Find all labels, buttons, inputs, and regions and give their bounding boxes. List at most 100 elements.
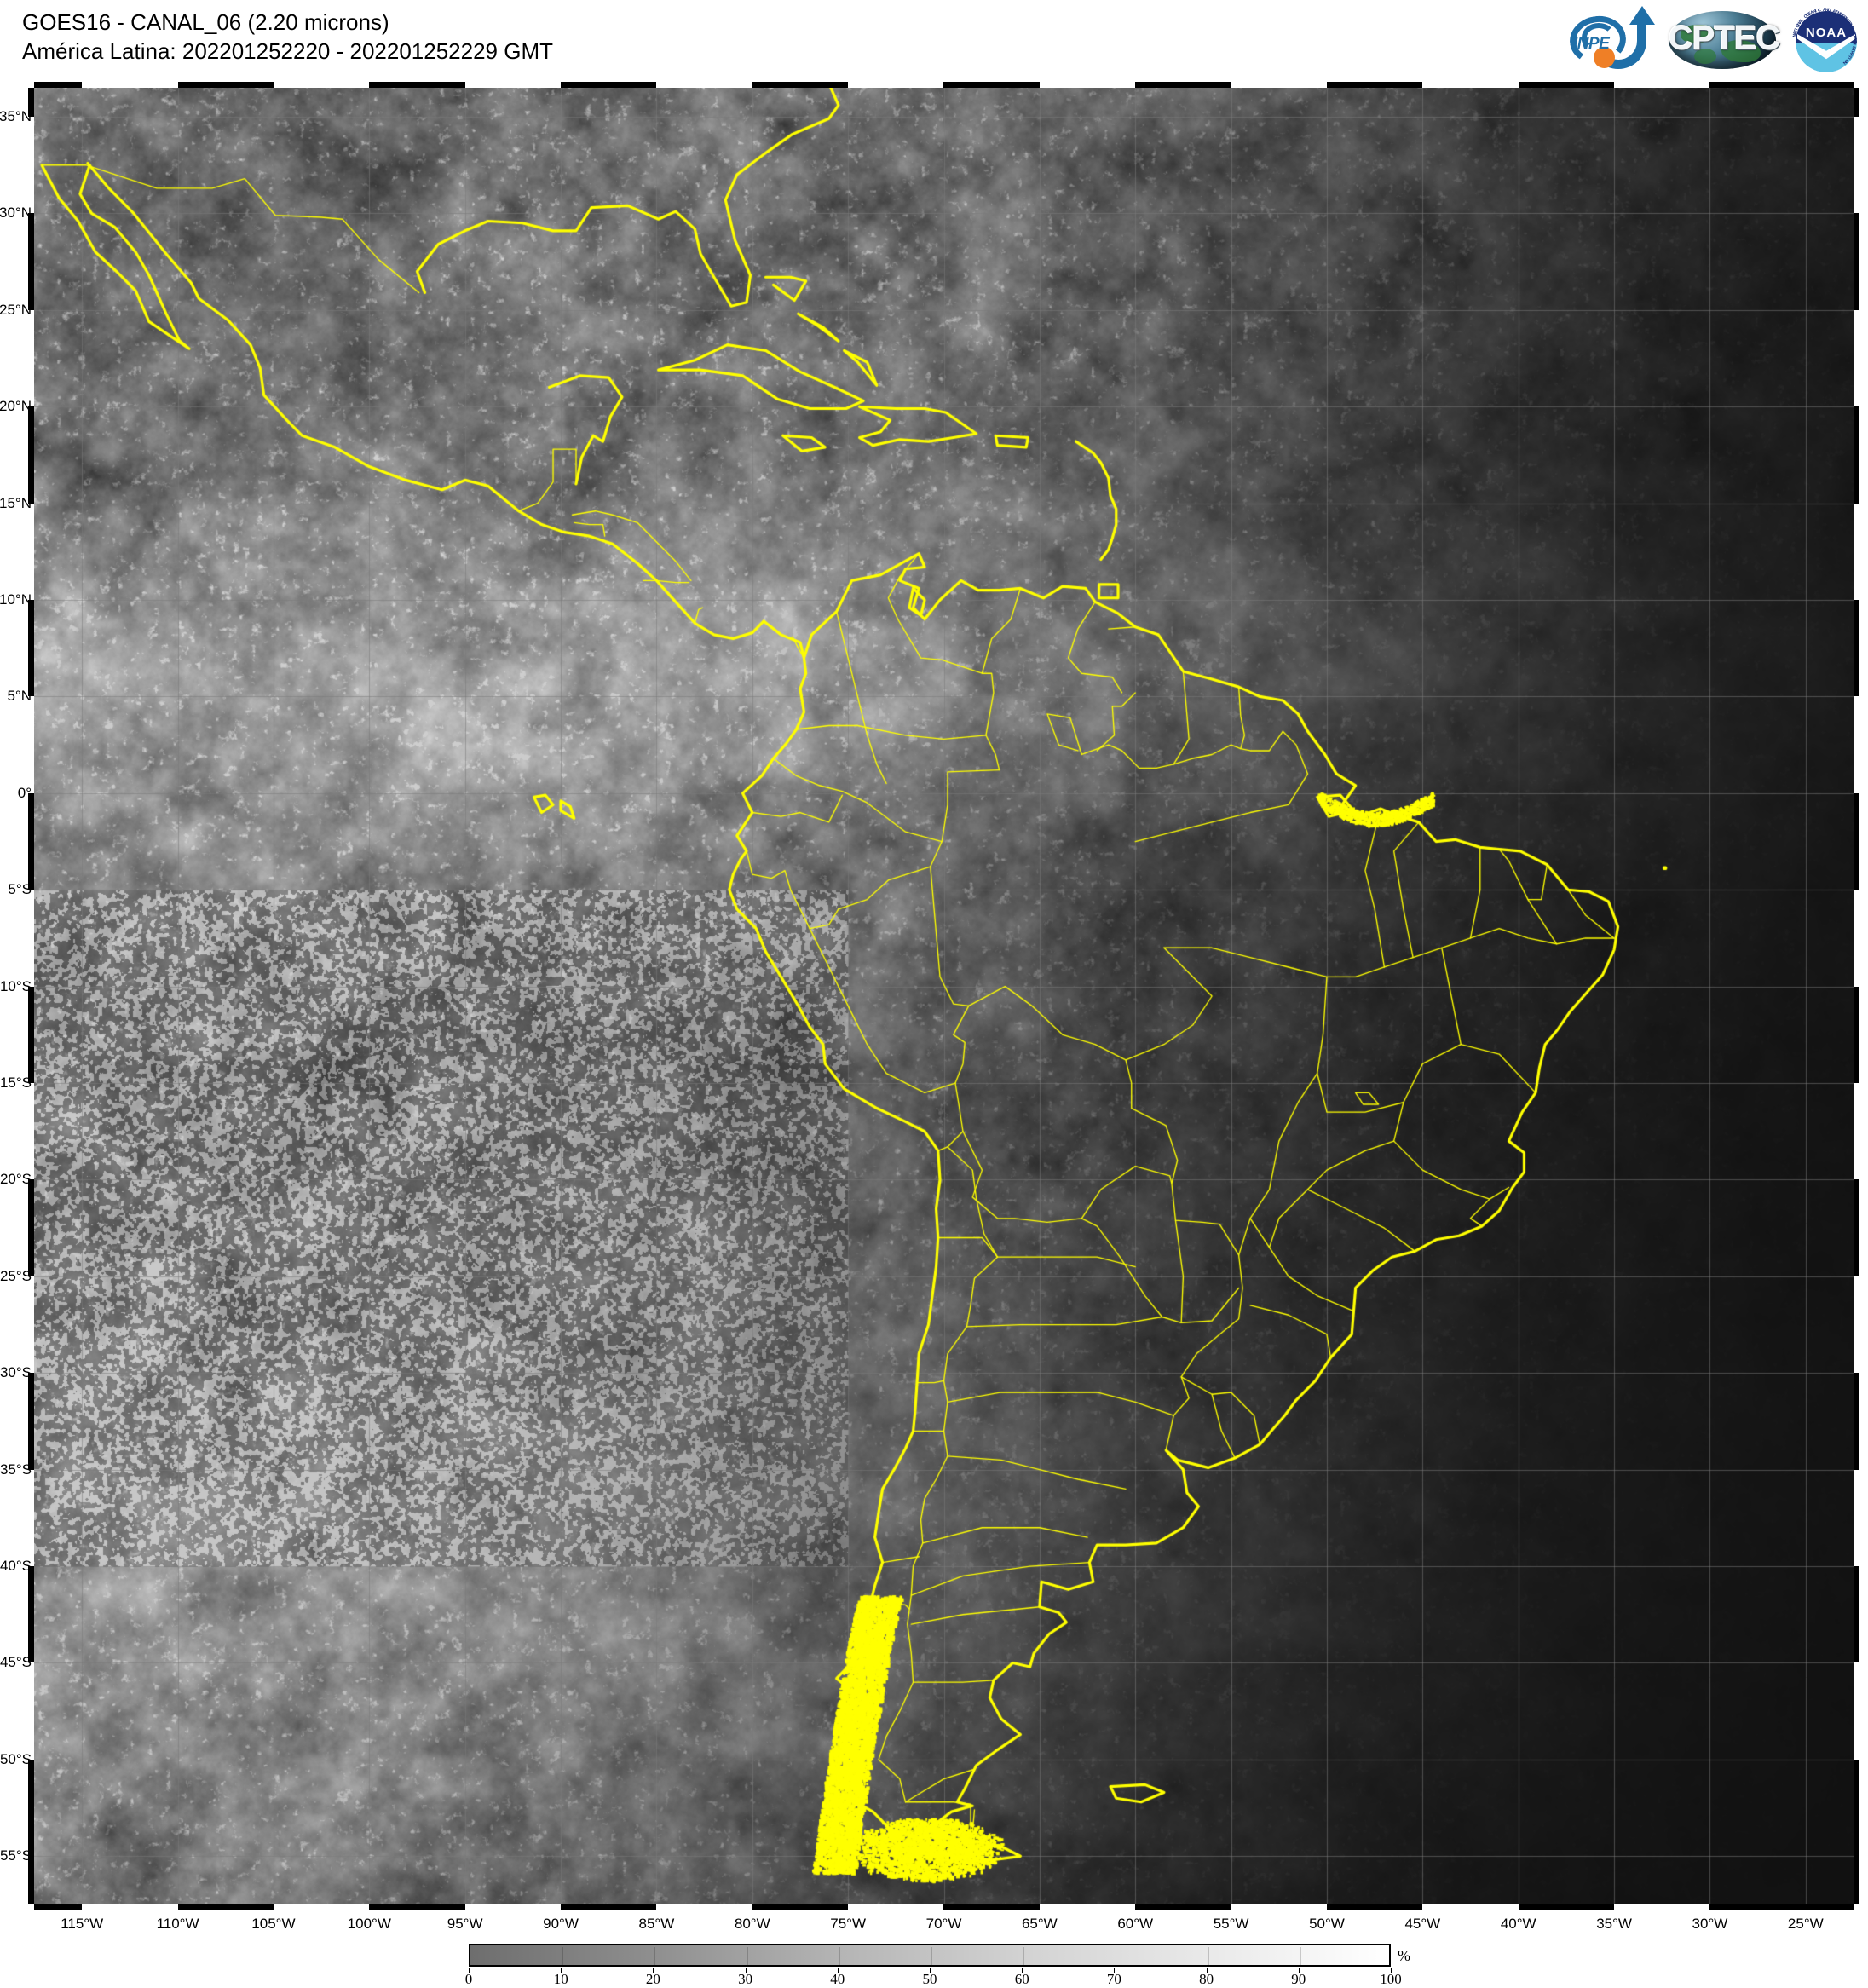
frame-tick-segment [1854,1276,1859,1374]
frame-tick-segment [82,1904,178,1910]
colorbar-tick [653,1968,654,1973]
noaa-logo-text: NOAA [1805,26,1848,40]
colorbar-tick [930,1968,931,1973]
colorbar-tick-label: 80 [1199,1971,1214,1987]
colorbar-tick-label: 100 [1380,1971,1402,1987]
lon-tick-label: 35°W [1596,1916,1632,1932]
map-frame-top [34,82,1854,88]
lon-tick-label: 95°W [447,1916,483,1932]
inpe-logo: INPE [1565,4,1657,76]
lon-tick-label: 25°W [1787,1916,1824,1932]
frame-tick-segment [1854,1083,1859,1180]
colorbar-tick-label: 70 [1106,1971,1121,1987]
frame-tick-segment [1854,117,1859,214]
frame-tick-segment [1422,1904,1519,1910]
page-title: GOES16 - CANAL_06 (2.20 microns) América… [22,9,553,66]
lon-tick-label: 105°W [251,1916,296,1932]
cptec-logo: CPTEC [1669,6,1781,74]
frame-tick-segment [273,82,370,88]
frame-tick-segment [28,117,34,214]
lat-tick-label: 35°N [0,108,32,125]
frame-tick-segment [656,1904,752,1910]
lon-tick-label: 85°W [638,1916,675,1932]
colorbar-tick [1206,1968,1208,1973]
frame-tick-segment [1854,309,1859,407]
lon-tick-label: 50°W [1309,1916,1345,1932]
lat-tick-label: 20°N [0,398,32,415]
header-bar: GOES16 - CANAL_06 (2.20 microns) América… [0,0,1868,85]
lat-tick-label: 25°S [0,1267,32,1284]
title-product-line: GOES16 - CANAL_06 (2.20 microns) [22,9,389,35]
lon-tick-label: 70°W [925,1916,962,1932]
lon-tick-label: 30°W [1692,1916,1728,1932]
frame-tick-segment [1614,1904,1710,1910]
lon-tick-label: 55°W [1213,1916,1249,1932]
cptec-landmass-icon [1694,49,1716,64]
colorbar-tick [561,1968,562,1973]
frame-tick-segment [1039,82,1136,88]
lat-tick-label: 55°S [0,1847,32,1864]
colorbar-tick-label: 40 [830,1971,845,1987]
lat-tick-label: 5°S [8,881,32,898]
lat-tick-label: 35°S [0,1461,32,1478]
frame-tick-segment [848,1904,944,1910]
colorbar-tick-label: 60 [1014,1971,1029,1987]
colorbar-tick [745,1968,747,1973]
lon-tick-label: 40°W [1500,1916,1536,1932]
colorbar-tick-label: 30 [738,1971,753,1987]
frame-tick-segment [1854,1662,1859,1760]
lat-tick-label: 10°N [0,591,32,608]
cptec-globe-icon [1669,11,1776,69]
colorbar-tick-label: 10 [553,1971,568,1987]
inpe-logo-text: INPE [1573,35,1610,53]
colorbar-unit-label: % [1398,1947,1410,1964]
map-frame-left [28,88,34,1904]
satellite-image-map[interactable] [34,88,1854,1904]
colorbar-tick [837,1968,839,1973]
frame-tick-segment [464,82,562,88]
frame-tick-segment [28,696,34,793]
colorbar-separator [747,1947,748,1967]
colorbar-tick [1391,1968,1392,1973]
map-frame-bottom [34,1904,1854,1910]
frame-tick-segment [28,1469,34,1567]
frame-tick-segment [848,82,944,88]
colorbar-separator [839,1947,840,1967]
lat-tick-label: 30°N [0,205,32,222]
colorbar-tick-label: 20 [645,1971,660,1987]
lon-tick-label: 45°W [1404,1916,1441,1932]
inpe-dot-icon [1594,47,1615,68]
inpe-arrow-icon [1629,6,1655,25]
lon-tick-label: 80°W [734,1916,770,1932]
lon-tick-label: 60°W [1117,1916,1154,1932]
satellite-imagery-canvas [34,88,1854,1904]
lat-tick-label: 20°S [0,1171,32,1188]
colorbar-tick-label: 50 [922,1971,937,1987]
noaa-seal-icon: NOAA [1788,3,1861,77]
lat-tick-label: 15°N [0,494,32,511]
frame-tick-segment [1614,82,1710,88]
colorbar-separator [1208,1947,1209,1967]
frame-tick-segment [82,82,178,88]
colorbar-legend: % 0 10 20 30 40 50 60 70 80 90 100 [465,1944,1410,1987]
cptec-landmass-icon [1681,25,1715,43]
frame-tick-segment [28,1083,34,1180]
colorbar-tick-label: 90 [1291,1971,1306,1987]
frame-tick-segment [1854,890,1859,987]
lat-tick-label: 15°S [0,1075,32,1092]
lat-tick-label: 5°N [7,688,32,705]
frame-tick-segment [1422,82,1519,88]
colorbar-separator [1300,1947,1301,1967]
frame-tick-segment [1854,1469,1859,1567]
cptec-landmass-icon [1721,40,1761,62]
colorbar-tick [1022,1968,1023,1973]
lat-tick-label: 25°N [0,301,32,318]
frame-tick-segment [28,309,34,407]
colorbar-tick [1114,1968,1116,1973]
frame-tick-segment [28,890,34,987]
colorbar-separator [931,1947,932,1967]
frame-tick-segment [1039,1904,1136,1910]
frame-tick-segment [464,1904,562,1910]
